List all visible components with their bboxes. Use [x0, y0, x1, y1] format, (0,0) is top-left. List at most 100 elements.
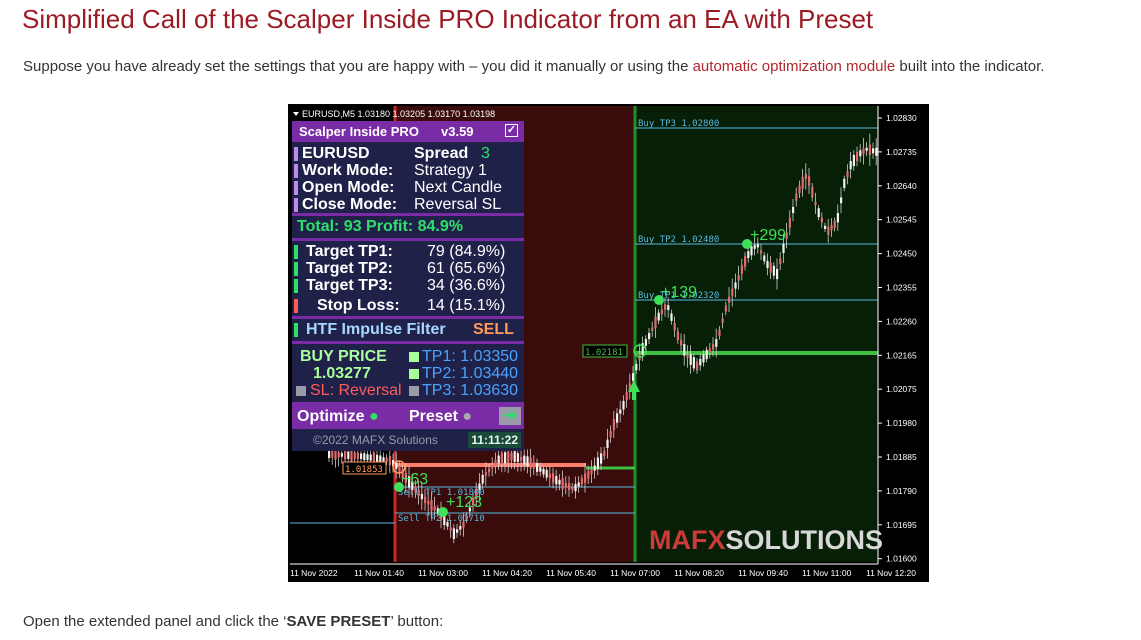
candle-body — [728, 296, 731, 303]
candle-body — [420, 493, 423, 500]
candle-body — [769, 262, 772, 273]
candle-body — [686, 354, 689, 358]
price-tick-label: 1.02260 — [886, 316, 917, 326]
candle-body — [472, 497, 475, 506]
candle-body — [792, 206, 795, 214]
candle-body — [696, 361, 699, 371]
candle-body — [500, 452, 503, 464]
candle-body — [356, 452, 359, 460]
time-tick-label: 11 Nov 04:20 — [482, 568, 532, 578]
page-title: Simplified Call of the Scalper Inside PR… — [22, 4, 874, 34]
candle-body — [568, 483, 571, 490]
time-tick-label: 11 Nov 09:40 — [738, 568, 788, 578]
candle-body — [721, 318, 724, 323]
candle-body — [676, 331, 679, 341]
candle-body — [817, 208, 820, 218]
candle-body — [424, 496, 427, 503]
price-tick-label: 1.01980 — [886, 418, 917, 428]
candle-body — [388, 456, 391, 466]
candle-body — [820, 217, 823, 223]
close-mode-value: Reversal SL — [414, 196, 502, 213]
candle-body — [788, 217, 791, 228]
expand-arrow-icon[interactable]: ➔ — [499, 407, 521, 425]
price-tick-label: 1.01600 — [886, 554, 917, 564]
candle-body — [443, 514, 446, 526]
buy-tp1-profit: +139 — [661, 284, 697, 301]
candle-body — [577, 482, 580, 487]
candle-body — [836, 212, 839, 223]
candle-body — [488, 468, 491, 473]
price-tick-label: 1.02165 — [886, 350, 917, 360]
automatic-optimization-link[interactable]: automatic optimization module — [692, 58, 896, 75]
panel-version: v3.59 — [441, 124, 474, 139]
candle-body — [782, 243, 785, 254]
candle-body — [369, 454, 372, 461]
candle-body — [452, 528, 455, 540]
time-tick-label: 11 Nov 01:40 — [354, 568, 404, 578]
buy-tp3-label: Buy TP3 1.02800 — [638, 119, 719, 129]
buy-arrow-icon — [628, 380, 640, 400]
htf-value: SELL — [473, 321, 514, 338]
candle-body — [404, 472, 407, 483]
buy-tp1-dot — [654, 295, 664, 305]
candle-body — [523, 455, 526, 465]
candle-body — [398, 465, 401, 473]
candle-body — [680, 339, 683, 346]
candle-body — [628, 383, 631, 390]
candle-body — [497, 455, 500, 464]
preset-button[interactable]: Preset ● — [409, 408, 473, 425]
panel-checkbox[interactable]: ✓ — [505, 124, 518, 137]
panel-info-section: EURUSD Spread 3 Work Mode: Strategy 1 Op… — [292, 142, 524, 213]
candle-body — [532, 462, 535, 469]
price-tick-label: 1.01790 — [886, 486, 917, 496]
candle-body — [465, 515, 468, 520]
candle-body — [660, 309, 663, 315]
candle-body — [744, 255, 747, 267]
candle-body — [606, 439, 609, 448]
candle-body — [731, 288, 734, 297]
candle-body — [868, 144, 871, 156]
candle-body — [715, 339, 718, 347]
candle-body — [635, 363, 638, 371]
candle-body — [824, 225, 827, 229]
candle-body — [814, 201, 817, 205]
candle-body — [843, 178, 846, 189]
candle-body — [504, 452, 507, 464]
candle-body — [833, 220, 836, 229]
candle-body — [872, 148, 875, 154]
candle-body — [491, 465, 494, 469]
candle-body — [510, 452, 513, 461]
candle-body — [718, 329, 721, 336]
candle-body — [609, 431, 612, 438]
buy-zone — [635, 106, 878, 562]
spread-value: 3 — [481, 145, 490, 162]
candle-body — [612, 418, 615, 431]
candle-body — [801, 176, 804, 189]
candle-body — [712, 344, 715, 350]
chart-menu-triangle-icon[interactable] — [293, 112, 299, 116]
candle-body — [590, 469, 593, 475]
candle-body — [830, 224, 833, 231]
candle-body — [484, 472, 487, 476]
candle-body — [529, 457, 532, 469]
candle-body — [600, 453, 603, 464]
candle-body — [708, 348, 711, 353]
candle-body — [459, 526, 462, 530]
candle-body — [558, 479, 561, 485]
signal-section: BUY PRICE 1.03277 SL: Reversal TP1: 1.03… — [292, 344, 524, 402]
time-tick-label: 11 Nov 12:20 — [866, 568, 916, 578]
symbol-name: EURUSD — [302, 145, 370, 162]
candle-body — [852, 154, 855, 167]
sl-stat: 14 (15.1%) — [427, 297, 506, 314]
candle-body — [436, 508, 439, 514]
candle-body — [593, 465, 596, 471]
candle-body — [411, 481, 414, 491]
save-preset-emphasis: SAVE PRESET — [286, 613, 391, 630]
candle-body — [430, 499, 433, 511]
candle-body — [772, 265, 775, 276]
candle-body — [468, 507, 471, 512]
candle-body — [337, 451, 340, 458]
candle-body — [526, 456, 529, 467]
optimize-button[interactable]: Optimize ● — [297, 408, 379, 425]
tp1-stat: 79 (84.9%) — [427, 243, 506, 260]
